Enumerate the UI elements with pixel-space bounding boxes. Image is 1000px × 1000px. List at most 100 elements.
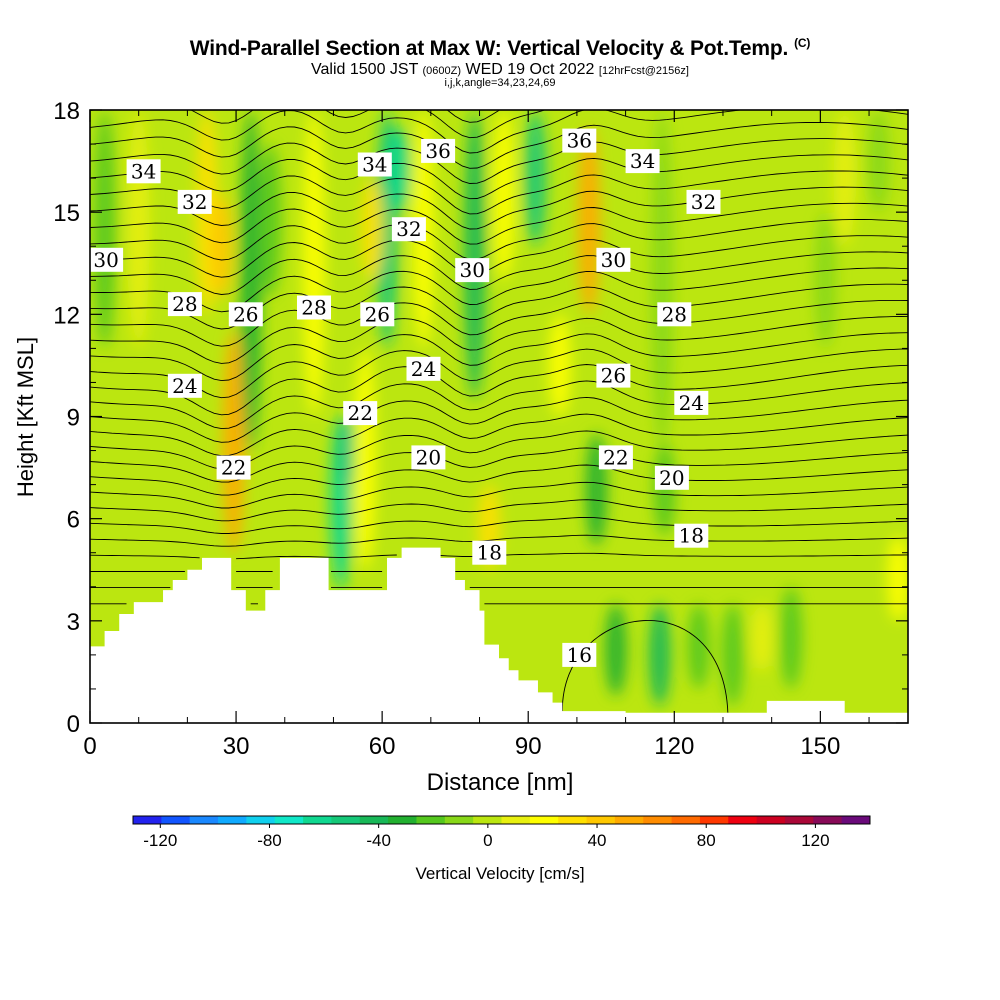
x-axis-label: Distance [nm] <box>427 769 574 796</box>
velocity-feature <box>361 178 384 281</box>
valid-date: WED 19 Oct 2022 <box>465 61 595 78</box>
y-tick-label: 9 <box>67 405 80 432</box>
colorbar-swatch <box>586 816 616 824</box>
velocity-feature <box>833 110 856 247</box>
contour-label: 16 <box>562 642 597 667</box>
colorbar-swatch <box>558 816 587 824</box>
y-tick-label: 0 <box>67 711 80 738</box>
theta-contour-line <box>90 267 908 313</box>
colorbar-swatch <box>416 816 446 824</box>
colorbar-tick-label: 80 <box>697 831 716 850</box>
velocity-feature <box>814 212 837 349</box>
x-tick-label: 60 <box>369 733 396 760</box>
colorbar-tick-label: -40 <box>366 831 391 850</box>
velocity-feature <box>867 110 890 213</box>
colorbar-swatch <box>331 816 361 824</box>
contour-label: 24 <box>167 373 202 398</box>
velocity-feature <box>721 603 744 706</box>
contour-label: 26 <box>596 363 631 388</box>
contour-label: 30 <box>596 247 631 272</box>
theta-contour-line <box>561 620 729 713</box>
y-axis-label: Height [Kft MSL] <box>13 337 38 497</box>
contour-label-text: 34 <box>362 153 387 177</box>
terrain <box>90 547 908 723</box>
contour-label: 26 <box>228 302 263 327</box>
contour-label-text: 20 <box>659 466 684 490</box>
x-tick-label: 30 <box>223 733 250 760</box>
chart-title: Wind-Parallel Section at Max W: Vertical… <box>0 36 1000 61</box>
colorbar-swatch <box>529 816 559 824</box>
colorbar-tick-label: -120 <box>143 831 177 850</box>
colorbar-swatch <box>189 816 219 824</box>
colorbar-swatch <box>699 816 729 824</box>
colorbar-swatch <box>614 816 644 824</box>
contour-label-text: 30 <box>459 258 484 282</box>
colorbar-swatch <box>473 816 502 824</box>
contour-label-text: 30 <box>93 248 118 272</box>
contour-label-text: 36 <box>425 139 450 163</box>
colorbar-swatch <box>728 816 758 824</box>
contour-label: 30 <box>89 247 124 272</box>
contour-label: 20 <box>654 465 689 490</box>
contour-label-text: 26 <box>365 302 390 326</box>
theta-contour-line <box>90 316 908 364</box>
contour-label-text: 34 <box>630 149 655 173</box>
theta-contour-line <box>90 110 546 139</box>
theta-contour-line <box>90 219 908 261</box>
contour-label-text: 20 <box>416 445 441 469</box>
theta-contour-line <box>90 552 908 560</box>
velocity-feature <box>750 603 773 672</box>
theta-contours <box>90 95 908 713</box>
velocity-feature <box>524 110 547 247</box>
colorbar-swatch <box>303 816 332 824</box>
colorbar: -120 -80 -40 0 40 80 120 <box>132 815 871 850</box>
contour-labels: 34 32 30 28 26 28 26 24 22 34 36 32 30 24 22 20 18 36 34 32… <box>89 128 721 667</box>
contour-label-text: 32 <box>691 190 716 214</box>
theta-contour-line <box>90 447 908 483</box>
theta-contour-line <box>90 138 908 184</box>
colorbar-swatch <box>388 816 417 824</box>
contour-label: 34 <box>625 149 660 174</box>
theta-contour-line <box>90 413 908 457</box>
theta-contour-line <box>90 283 908 330</box>
forecast-info: [12hrFcst@2156z] <box>598 65 689 77</box>
colorbar-swatch <box>444 816 474 824</box>
x-tick-label: 120 <box>654 733 694 760</box>
contour-label: 32 <box>177 189 212 214</box>
theta-contour-line <box>90 332 908 382</box>
contour-label-text: 16 <box>567 643 592 667</box>
x-tick-label: 0 <box>83 733 96 760</box>
velocity-feature <box>463 110 486 400</box>
colorbar-swatch <box>218 816 247 824</box>
contour-label-text: 22 <box>603 445 628 469</box>
contour-label-text: 18 <box>679 524 704 548</box>
contour-label-text: 24 <box>411 357 436 381</box>
grid-params: i,j,k,angle=34,23,24,69 <box>444 77 556 89</box>
copyright-mark: (C) <box>794 36 811 50</box>
contour-label-text: 26 <box>601 364 626 388</box>
theta-contour-line <box>90 464 908 496</box>
velocity-feature <box>687 603 710 689</box>
velocity-feature <box>210 195 233 298</box>
colorbar-swatch <box>756 816 786 824</box>
velocity-feature <box>651 110 674 451</box>
y-tick-label: 6 <box>67 507 80 534</box>
colorbar-swatch <box>501 816 531 824</box>
colorbar-swatch <box>841 816 871 824</box>
theta-contour-line <box>90 251 908 295</box>
contour-label: 34 <box>357 152 392 177</box>
contour-label: 36 <box>562 128 597 153</box>
colorbar-frame <box>132 815 871 825</box>
contour-label-text: 18 <box>477 541 502 565</box>
velocity-feature <box>302 110 325 417</box>
colorbar-swatch <box>784 816 814 824</box>
theta-contour-line <box>448 95 499 107</box>
contour-label: 30 <box>455 258 490 283</box>
theta-contour-line <box>90 235 908 278</box>
contour-label-text: 26 <box>233 302 258 326</box>
theta-contour-line <box>90 481 908 509</box>
colorbar-swatch <box>161 816 191 824</box>
contour-label: 18 <box>674 523 709 548</box>
y-tick-label: 3 <box>67 609 80 636</box>
contour-label: 24 <box>406 356 441 381</box>
